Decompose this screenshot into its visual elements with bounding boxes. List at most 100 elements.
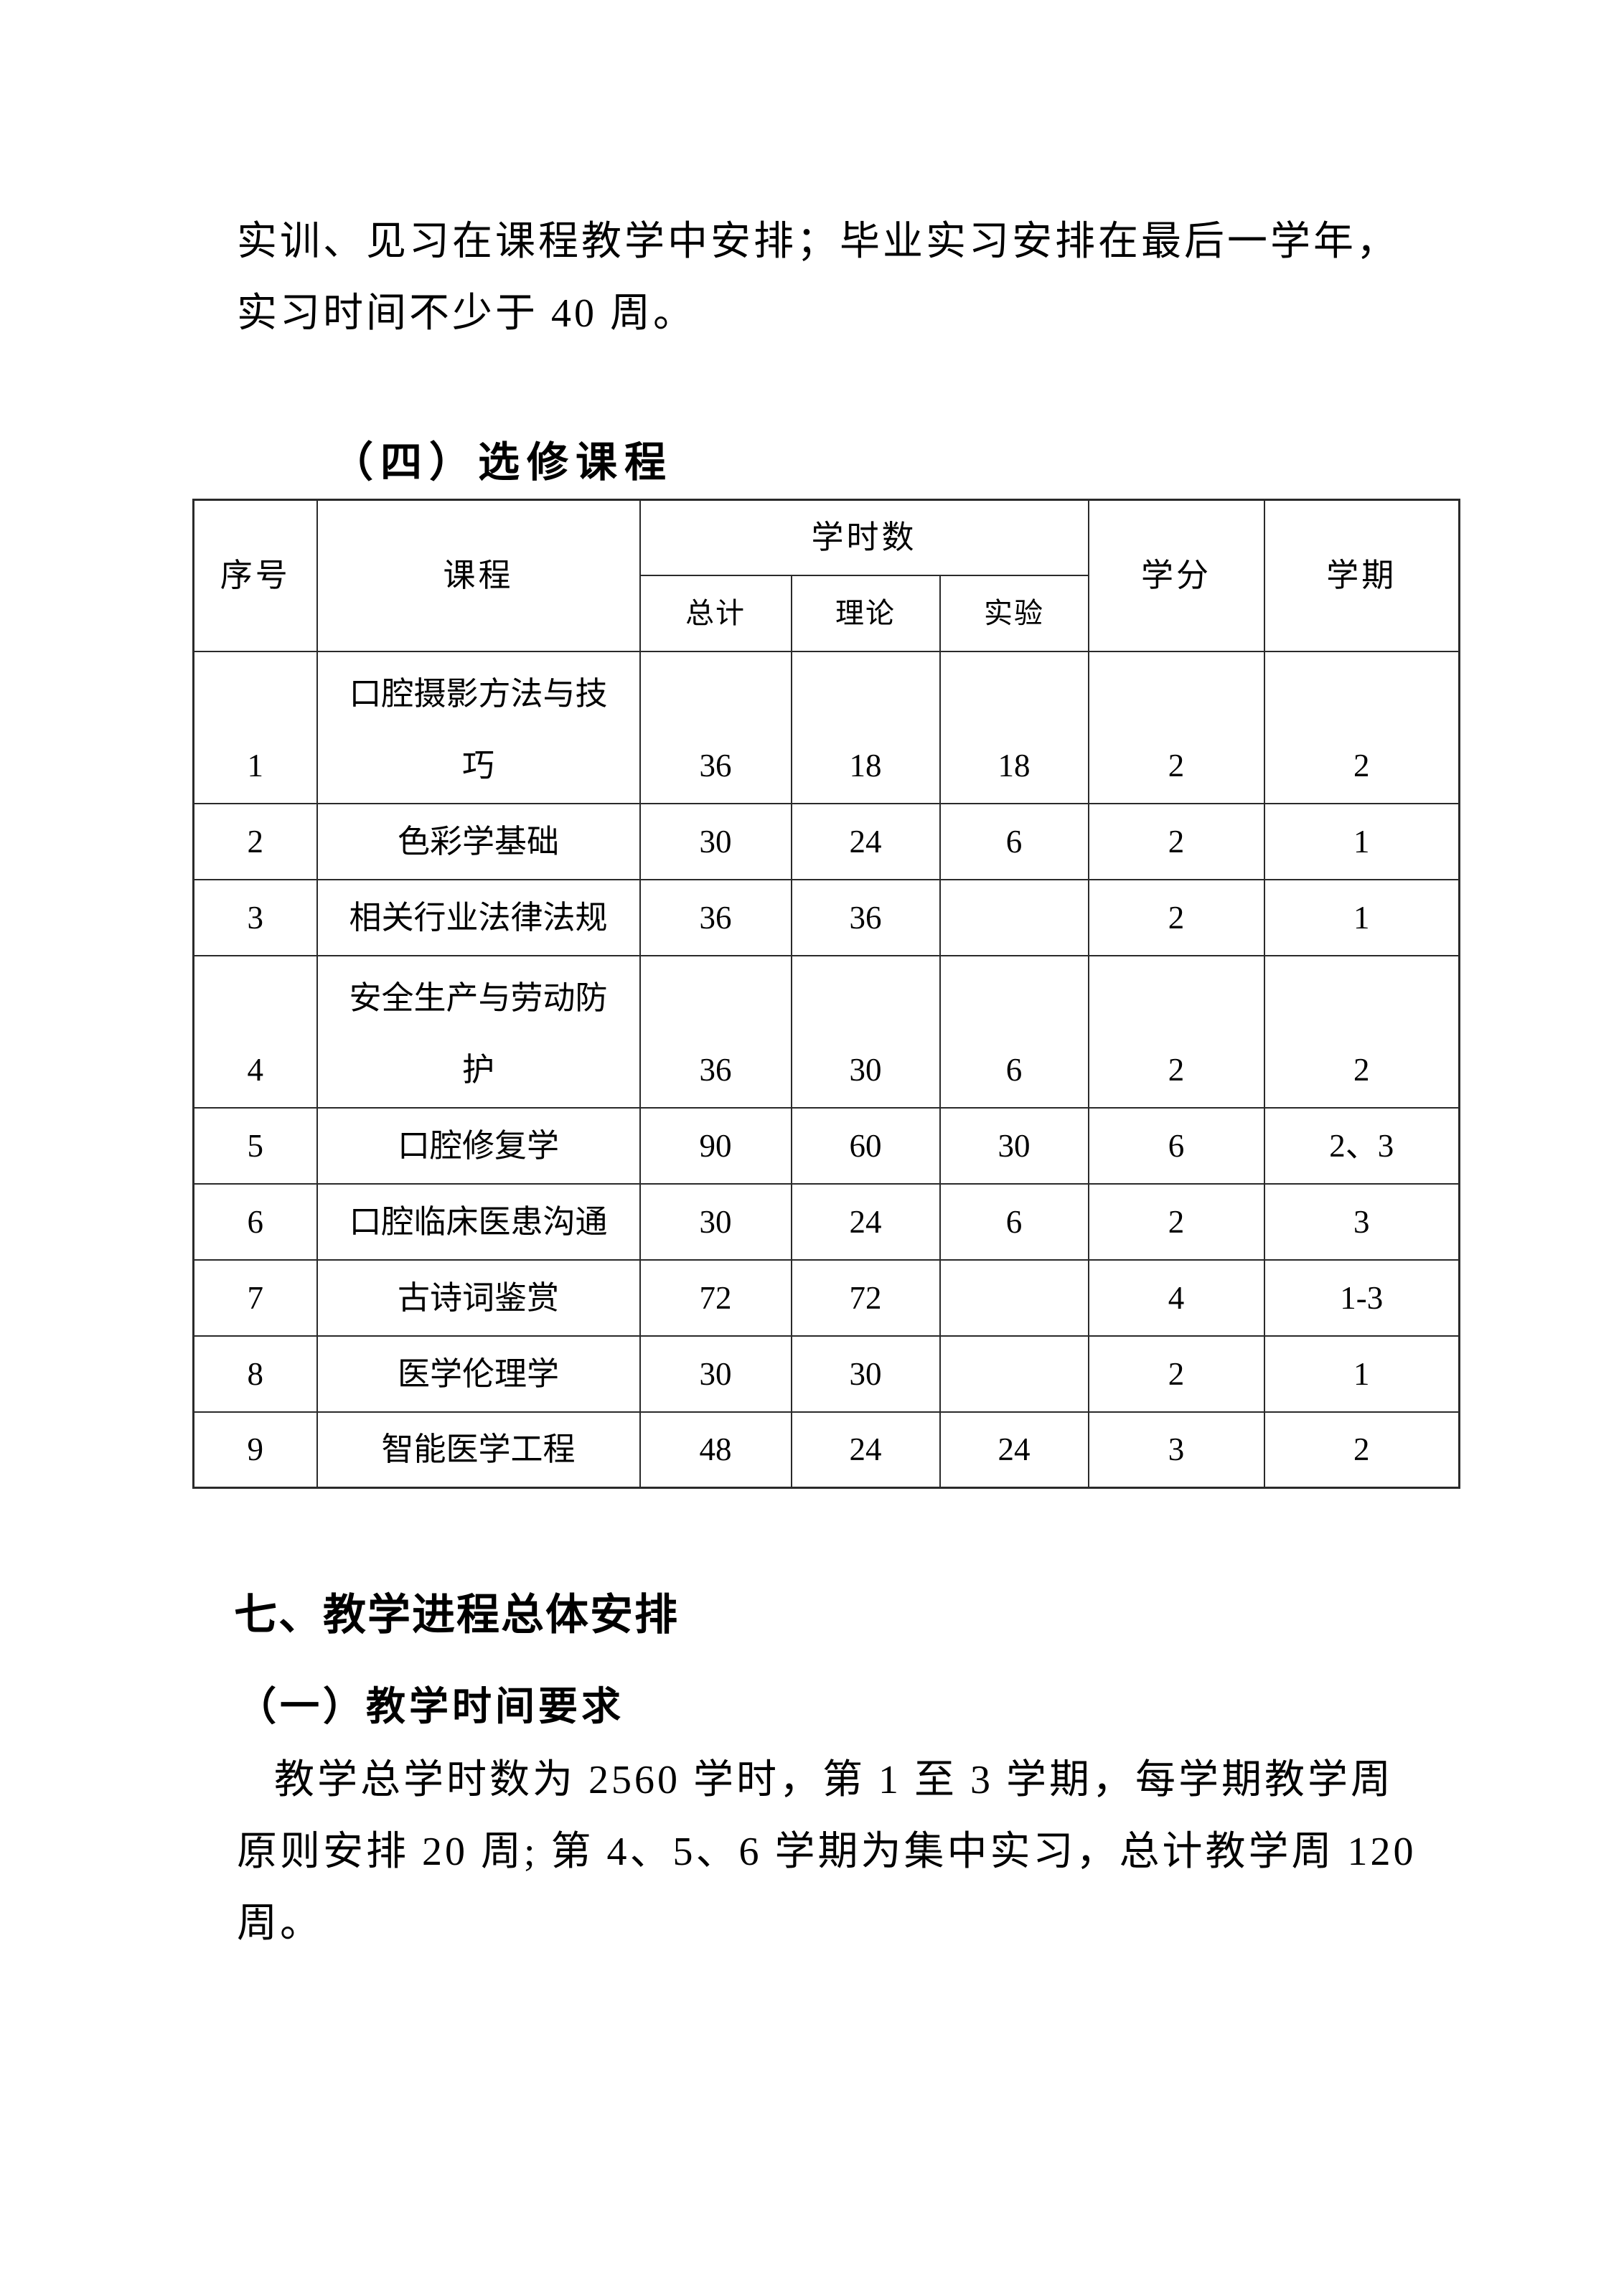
table-header-row-main: 序号 课程 学时数 学分 学期 [192,499,1460,652]
cell-total: 48 [639,1411,792,1489]
cell-credits: 2 [1087,1182,1265,1261]
cell-semester: 2 [1263,1411,1460,1489]
cell-credits: 3 [1087,1411,1265,1489]
table-row: 9 智能医学工程 48 24 24 3 2 [192,1411,1460,1489]
course-line: 口腔修复学 [397,1127,559,1164]
cell-theory: 18 [790,650,941,804]
cell-semester: 2 [1263,650,1460,804]
section4-title: （四）选修课程 [332,439,674,486]
header-cell-hours-theory: 理论 [790,574,941,652]
cell-no: 2 [192,802,318,880]
intro-line-2: 实习时间不少于 40 周。 [237,291,696,336]
cell-no: 1 [192,650,318,804]
intro-paragraph: 实训、见习在课程教学中安排；毕业实习安排在最后一学年， 实习时间不少于 40 周… [237,0,1439,349]
cell-theory: 24 [790,1182,941,1261]
cell-lab: 6 [939,802,1089,880]
cell-semester: 1 [1263,878,1460,956]
cell-credits: 6 [1087,1106,1265,1185]
cell-credits: 2 [1087,650,1265,804]
course-line: 智能医学工程 [381,1431,576,1467]
cell-course: 智能医学工程 [316,1411,641,1489]
cell-theory: 24 [790,1411,941,1489]
cell-lab [939,1335,1089,1413]
table-row: 8 医学伦理学 30 30 2 1 [192,1335,1460,1413]
header-cell-course: 课程 [316,499,641,652]
course-line: 古诗词鉴赏 [397,1279,559,1316]
cell-course: 医学伦理学 [316,1335,641,1413]
table-row: 4 安全生产与劳动防 护 36 30 6 2 2 [192,954,1460,1109]
header-cell-semester: 学期 [1263,499,1460,652]
course-line: 巧 [461,747,494,784]
course-line: 医学伦理学 [397,1355,559,1392]
section7-subheading: （一）教学时间要求 [237,1685,625,1728]
table-row: 6 口腔临床医患沟通 30 24 6 2 3 [192,1182,1460,1261]
table-row: 1 口腔摄影方法与技 巧 36 18 18 2 2 [192,650,1460,804]
header-cell-credits: 学分 [1087,499,1265,652]
cell-theory: 72 [790,1258,941,1337]
header-cell-hours-total: 总计 [639,574,792,652]
cell-lab: 30 [939,1106,1089,1185]
course-line: 护 [461,1051,494,1088]
cell-semester: 1 [1263,1335,1460,1413]
cell-credits: 2 [1087,878,1265,956]
cell-lab: 6 [939,1182,1089,1261]
header-cell-no: 序号 [192,499,318,652]
cell-lab: 6 [939,954,1089,1109]
cell-semester: 3 [1263,1182,1460,1261]
cell-credits: 4 [1087,1258,1265,1337]
course-line: 安全生产与劳动防 [349,979,608,1016]
cell-total: 30 [639,802,792,880]
cell-theory: 24 [790,802,941,880]
cell-course: 口腔摄影方法与技 巧 [316,650,641,804]
cell-theory: 60 [790,1106,941,1185]
cell-theory: 30 [790,954,941,1109]
cell-total: 90 [639,1106,792,1185]
header-cell-hours-group: 学时数 [639,499,1089,576]
cell-total: 36 [639,954,792,1109]
section7-heading: 七、教学进程总体安排 [234,1591,679,1639]
cell-semester: 2 [1263,954,1460,1109]
table-header-row-sub: 总计 理论 实验 [194,574,1460,652]
cell-lab [939,1258,1089,1337]
section7-para-line-3: 周。 [237,1901,323,1946]
header-cell-hours-lab: 实验 [939,574,1089,652]
cell-no: 5 [192,1106,318,1185]
cell-course: 口腔修复学 [316,1106,641,1185]
cell-theory: 30 [790,1335,941,1413]
course-line: 相关行业法律法规 [349,899,608,936]
cell-semester: 1 [1263,802,1460,880]
electives-table: 序号 课程 学时数 学分 学期 总计 理论 实验 1 口腔摄影方法与技 巧 36… [192,499,1460,1489]
cell-course: 古诗词鉴赏 [316,1258,641,1337]
cell-lab: 24 [939,1411,1089,1489]
cell-semester: 2、3 [1263,1106,1460,1185]
cell-total: 72 [639,1258,792,1337]
cell-no: 9 [192,1411,318,1489]
cell-no: 6 [192,1182,318,1261]
cell-no: 4 [192,954,318,1109]
cell-course: 色彩学基础 [316,802,641,880]
cell-theory: 36 [790,878,941,956]
cell-credits: 2 [1087,954,1265,1109]
cell-credits: 2 [1087,1335,1265,1413]
cell-total: 36 [639,650,792,804]
cell-total: 30 [639,1182,792,1261]
table-row: 3 相关行业法律法规 36 36 2 1 [192,878,1460,956]
cell-credits: 2 [1087,802,1265,880]
section7-paragraph: 教学总学时数为 2560 学时，第 1 至 3 学期，每学期教学周 原则安排 2… [237,1744,1439,1959]
intro-line-1: 实训、见习在课程教学中安排；毕业实习安排在最后一学年， [237,220,1399,264]
course-line: 口腔摄影方法与技 [349,675,608,712]
cell-semester: 1-3 [1263,1258,1460,1337]
cell-course: 口腔临床医患沟通 [316,1182,641,1261]
cell-no: 8 [192,1335,318,1413]
cell-total: 36 [639,878,792,956]
table-row: 5 口腔修复学 90 60 30 6 2、3 [192,1106,1460,1185]
table-row: 7 古诗词鉴赏 72 72 4 1-3 [192,1258,1460,1337]
cell-lab [939,878,1089,956]
cell-total: 30 [639,1335,792,1413]
cell-no: 7 [192,1258,318,1337]
cell-lab: 18 [939,650,1089,804]
cell-no: 3 [192,878,318,956]
course-line: 色彩学基础 [397,823,559,860]
cell-course: 相关行业法律法规 [316,878,641,956]
